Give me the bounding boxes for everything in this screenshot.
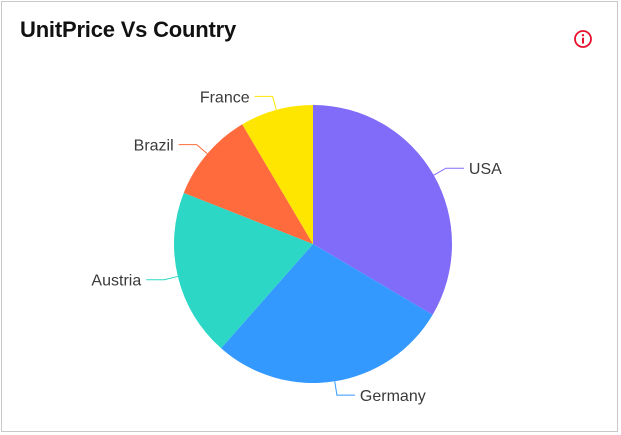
slice-label-germany: Germany <box>360 388 426 405</box>
slice-label-usa: USA <box>469 161 502 178</box>
pie-slice-usa[interactable] <box>313 105 452 315</box>
connector-france <box>254 95 277 111</box>
widget-title: UnitPrice Vs Country <box>20 17 237 42</box>
pie-slice-france[interactable] <box>242 105 313 244</box>
connector-brazil <box>178 144 208 155</box>
slice-label-brazil: Brazil <box>134 138 174 155</box>
info-circle-icon <box>574 30 592 48</box>
slice-label-france: France <box>200 89 250 106</box>
slice-label-austria: Austria <box>91 273 141 290</box>
connector-usa <box>433 167 464 176</box>
pie-slice-brazil[interactable] <box>183 124 313 244</box>
connector-germany <box>334 381 355 396</box>
pie-slice-austria[interactable] <box>174 192 313 349</box>
connector-austria <box>146 275 178 281</box>
pie-slice-germany[interactable] <box>221 244 433 384</box>
info-icon[interactable] <box>573 29 593 49</box>
